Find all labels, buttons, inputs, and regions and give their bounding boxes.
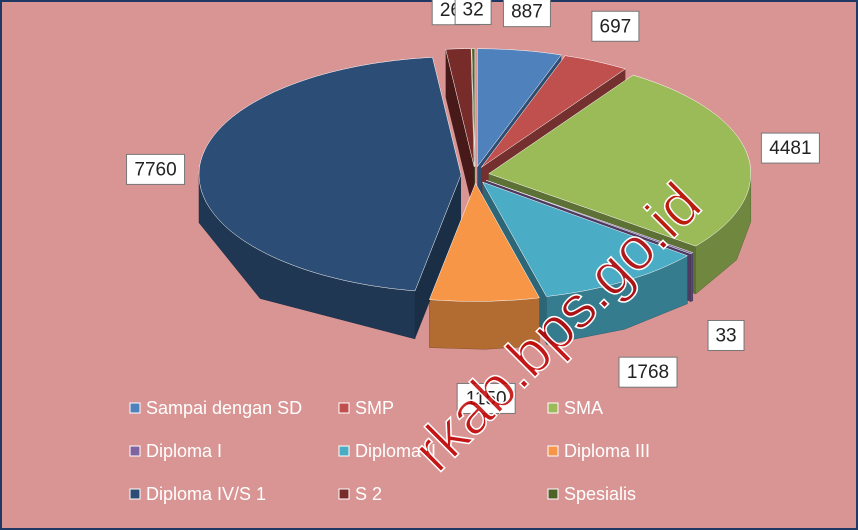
data-label: 1150: [466, 388, 507, 409]
legend-swatch: [338, 402, 350, 414]
slice: [445, 48, 475, 167]
data-label: 697: [600, 16, 632, 37]
legend-label: SMP: [355, 398, 394, 418]
data-label: 1768: [627, 362, 669, 383]
data-label-box: [707, 319, 745, 351]
slice: [482, 181, 689, 297]
slice: [480, 55, 626, 168]
slice: [477, 48, 562, 168]
legend-label: Spesialis: [564, 484, 636, 504]
data-label: 887: [511, 2, 543, 23]
legend-label: Sampai dengan SD: [146, 398, 302, 418]
data-label-box: [454, 0, 492, 25]
slice: [485, 179, 694, 255]
legend-swatch: [547, 402, 559, 414]
legend-label: SMA: [564, 398, 603, 418]
slice-wall: [414, 174, 462, 339]
legend-label: Diploma I: [146, 441, 222, 461]
legend-label: Diploma III: [564, 441, 650, 461]
legend: Sampai dengan SD SMP SMA Diploma I Diploma I…: [129, 398, 650, 504]
legend-swatch: [338, 445, 350, 457]
data-label-box: [760, 132, 820, 164]
legend-swatch: [547, 488, 559, 500]
pie: [198, 48, 752, 350]
slice: [198, 57, 462, 292]
slice-wall: [445, 49, 475, 215]
legend-label: S 2: [355, 484, 382, 504]
legend-swatch: [547, 445, 559, 457]
data-label: 32: [463, 0, 484, 20]
slice: [429, 182, 540, 302]
legend-swatch: [129, 445, 141, 457]
data-label-box: [456, 382, 516, 414]
legend-swatch: [129, 402, 141, 414]
data-label: 33: [715, 325, 736, 346]
legend-label: Diploma IV/S 1: [146, 484, 266, 504]
data-labels: 88769744813317681150776026432: [126, 0, 820, 414]
slice: [488, 74, 752, 247]
data-label: 4481: [769, 138, 811, 159]
slice: [471, 48, 476, 167]
legend-swatch: [338, 488, 350, 500]
data-label-box: [126, 153, 186, 185]
data-label-box: [502, 0, 551, 28]
data-label-box: [618, 356, 678, 388]
data-label: 7760: [134, 159, 176, 180]
slice-side: [690, 252, 694, 303]
data-label-box: [591, 10, 640, 42]
legend-swatch: [129, 488, 141, 500]
legend-label: Diploma II: [355, 441, 436, 461]
